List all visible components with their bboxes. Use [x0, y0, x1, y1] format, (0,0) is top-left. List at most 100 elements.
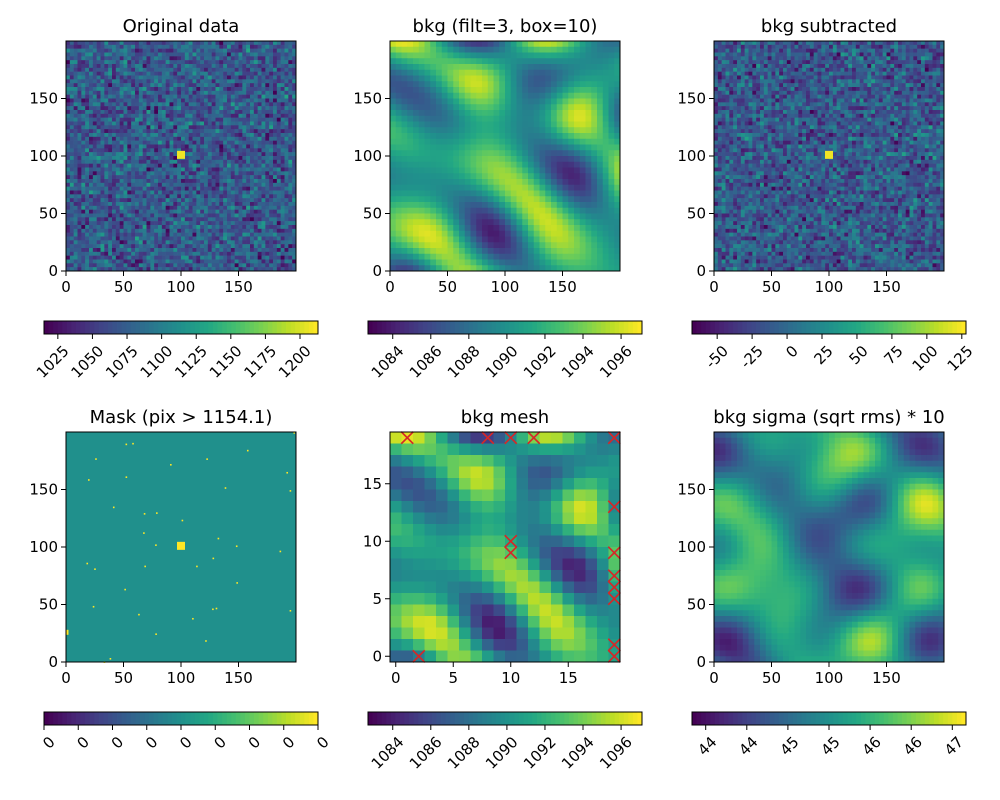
x-tick-label: 0: [61, 669, 71, 687]
colorbar-tick-label: 0: [313, 733, 332, 752]
x-marker: [607, 638, 621, 652]
y-tick-label: 150: [353, 90, 382, 108]
x-tick-label: 100: [167, 278, 196, 296]
colorbar-tick-label: 1094: [558, 342, 598, 382]
x-tick-label: 50: [762, 669, 781, 687]
y-tick-label: 0: [372, 262, 382, 280]
x-tick-label: 100: [491, 278, 520, 296]
x-tick-label: 100: [815, 278, 844, 296]
colorbar-tick-label: 45: [776, 733, 802, 759]
y-tick-label: 150: [677, 90, 706, 108]
colorbar-tick-label: 1175: [240, 342, 280, 382]
colorbar-tick-label: 0: [39, 733, 58, 752]
panel-2: bkg (filt=3, box=10) 0 50 100 150 0 50 100 150 10…: [353, 16, 643, 382]
y-tick-label: 0: [372, 647, 382, 665]
colorbar-tick-label: 0: [782, 342, 801, 361]
colorbar-tick-label: 1090: [482, 342, 522, 382]
x-tick-label: 0: [391, 669, 401, 687]
x-tick-label: 0: [709, 278, 719, 296]
colorbar-tick-label: 44: [694, 733, 720, 759]
colorbar-tick-label: 125: [944, 342, 977, 375]
x-marker: [504, 546, 518, 560]
colorbar-tick-label: 44: [735, 733, 761, 759]
colorbar-tick-label: 47: [941, 733, 967, 759]
colorbar-tick-label: 1090: [482, 733, 522, 773]
colorbar-tick-label: 1096: [596, 733, 636, 773]
x-tick-label: 0: [385, 278, 395, 296]
panel-title: Mask (pix > 1154.1): [90, 407, 273, 428]
x-tick-label: 10: [501, 669, 520, 687]
x-marker: [527, 431, 541, 445]
y-tick-label: 50: [363, 205, 382, 223]
y-tick-label: 15: [363, 475, 382, 493]
colorbar-tick-label: 1092: [520, 733, 560, 773]
colorbar-tick-label: -50: [702, 342, 732, 372]
x-marker: [607, 546, 621, 560]
colorbar-tick-label: 25: [811, 342, 837, 368]
colorbar-tick-label: 0: [211, 733, 230, 752]
colorbar-tick-label: 46: [900, 733, 926, 759]
panel-5: bkg mesh 0 5 10 15 0 5 10 15 10841086108810901092…: [363, 407, 643, 773]
x-tick-label: 0: [709, 669, 719, 687]
y-tick-label: 0: [696, 653, 706, 671]
y-tick-label: 10: [363, 532, 382, 550]
x-tick-label: 100: [815, 669, 844, 687]
colorbar-tick-label: 75: [880, 342, 906, 368]
x-tick-label: 0: [61, 278, 71, 296]
colorbar-tick-label: 1050: [67, 342, 107, 382]
x-marker: [607, 580, 621, 594]
colorbar-tick-label: 1088: [444, 342, 484, 382]
x-marker: [607, 500, 621, 514]
y-tick-label: 5: [372, 590, 382, 608]
x-marker: [504, 431, 518, 445]
colorbar-tick-label: 46: [859, 733, 885, 759]
colorbar-tick-label: 1094: [558, 733, 598, 773]
y-tick-label: 0: [48, 262, 58, 280]
x-tick-label: 5: [448, 669, 458, 687]
colorbar-tick-label: 1150: [206, 342, 246, 382]
colorbar-tick-label: 1125: [171, 342, 211, 382]
colorbar-tick-label: 1084: [368, 342, 408, 382]
x-marker: [607, 592, 621, 606]
x-tick-label: 150: [224, 669, 253, 687]
y-tick-label: 100: [677, 147, 706, 165]
colorbar-tick-label: 1100: [137, 342, 177, 382]
colorbar-tick-label: 0: [245, 733, 264, 752]
colorbar-tick-label: 0: [279, 733, 298, 752]
x-marker: [607, 431, 621, 445]
panel-title: bkg subtracted: [761, 16, 897, 37]
colorbar-tick-label: 1088: [444, 733, 484, 773]
y-tick-label: 0: [48, 653, 58, 671]
colorbar: 44 44 45 45 46 46 47: [691, 711, 967, 759]
colorbar-tick-label: 0: [108, 733, 127, 752]
y-tick-label: 0: [696, 262, 706, 280]
x-tick-label: 50: [762, 278, 781, 296]
x-tick-label: 150: [548, 278, 577, 296]
y-tick-label: 50: [39, 596, 58, 614]
colorbar-tick-label: 0: [142, 733, 161, 752]
x-marker: [504, 534, 518, 548]
y-tick-label: 100: [677, 538, 706, 556]
colorbar-tick-label: 1200: [275, 342, 315, 382]
heatmap-image: [390, 41, 621, 272]
x-marker: [400, 431, 414, 445]
colorbar-tick-label: 1086: [406, 342, 446, 382]
y-tick-label: 100: [29, 538, 58, 556]
colorbar-tick-label: 1084: [368, 733, 408, 773]
colorbar-tick-label: 0: [176, 733, 195, 752]
x-tick-label: 50: [438, 278, 457, 296]
y-tick-label: 50: [687, 205, 706, 223]
colorbar-tick-label: 1096: [596, 342, 636, 382]
colorbar-tick-label: -25: [737, 342, 767, 372]
x-tick-label: 150: [224, 278, 253, 296]
x-marker: [607, 649, 621, 663]
x-tick-label: 50: [114, 278, 133, 296]
panel-title: bkg (filt=3, box=10): [413, 16, 598, 37]
colorbar-tick-label: 1075: [102, 342, 142, 382]
x-tick-label: 100: [167, 669, 196, 687]
colorbar-tick-label: 1092: [520, 342, 560, 382]
